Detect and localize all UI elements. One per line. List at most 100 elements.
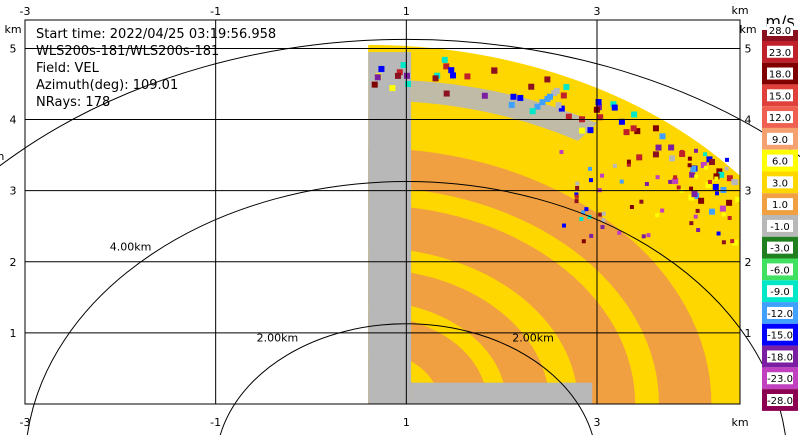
noise-gate [652,151,659,158]
noise-gate [405,81,412,88]
noise-gate [639,199,644,204]
noise-gate [481,92,488,99]
noise-gate [400,62,407,69]
noise-gate [588,166,593,171]
y-tick-label-left: 5 [10,42,17,55]
noise-gate [659,133,666,140]
y-tick-label-right: 1 [745,327,752,340]
noise-gate [694,174,699,179]
noise-gate [528,83,535,90]
noise-gate [724,166,729,171]
noise-gate [679,149,684,154]
colorbar-label: -1.0 [770,222,790,233]
noise-gate [534,103,541,110]
colorbar-label: 12.0 [769,113,791,124]
noise-gate [558,105,565,112]
noise-gate [600,225,605,230]
noise-gate [689,186,694,191]
x-unit-bottom: km [731,416,748,429]
colorbar-label-bg [767,67,793,80]
noise-gate [715,191,720,196]
noise-gate [575,181,580,186]
colorbar-label: 6.0 [772,157,788,168]
colorbar-label-bg [767,285,793,298]
noise-gate [689,171,696,178]
noise-gate [721,240,726,245]
colorbar-label-bg [767,241,793,254]
noise-gate [510,93,517,100]
x-tick-label-bottom: -3 [20,416,31,429]
colorbar-label-bg [767,350,793,363]
noise-gate [718,171,725,178]
range-ring [26,181,786,436]
near-zero-patch [411,80,597,141]
range-ring-label: 4.00km [110,241,152,254]
info-azimuth: Azimuth(deg): 109.01 [36,78,178,93]
x-tick-label-top: 3 [594,5,601,18]
colorbar-label-bg [767,198,793,211]
colorbar-label-bg [767,45,793,58]
noise-gate [698,197,705,204]
y-tick-label-right: 3 [745,185,752,198]
colorbar-label: -28.0 [767,396,793,407]
range-ring-label: 2.00km [257,331,299,344]
noise-gate [708,158,715,165]
x-tick-label-top: -1 [210,5,221,18]
noise-gate [574,194,579,199]
colorbar-label: 1.0 [772,200,788,211]
noise-gate [719,205,726,212]
noise-gate [595,99,602,106]
noise-gate [601,211,606,216]
noise-gate [575,185,580,190]
noise-gate [644,181,649,186]
noise-gate [720,186,727,193]
noise-gate [726,199,733,206]
colorbar-label-bg [767,132,793,145]
near-zero-band [368,52,412,404]
x-tick-label-top: -3 [20,5,31,18]
noise-gate [668,179,673,184]
noise-gate [432,75,439,82]
info-nrays: NRays: 178 [36,95,110,110]
noise-gate [634,128,641,135]
colorbar-label: -12.0 [767,309,793,320]
noise-gate [611,104,618,111]
noise-gate [597,114,604,121]
noise-gate [584,207,589,212]
noise-gate [517,94,524,101]
noise-gate [539,99,546,106]
noise-gate [668,144,675,151]
noise-gate [581,239,586,244]
noise-gate [631,111,638,118]
noise-gate [629,204,634,209]
colorbar-label: 23.0 [769,48,791,59]
info-panel: Start time: 2022/04/25 03:19:56.958 WLS2… [36,27,276,110]
y-unit-right: km [739,23,756,36]
noise-gate [448,67,455,74]
noise-gate [641,234,646,239]
noise-gate [618,118,625,125]
colorbar-label-bg [767,219,793,232]
colorbar-label: 3.0 [772,178,788,189]
noise-gate [371,81,378,88]
colorbar-label: 9.0 [772,135,788,146]
noise-gate [652,125,659,132]
noise-gate [626,162,631,167]
noise-gate [579,127,586,134]
noise-gate [396,69,403,76]
noise-gate [687,163,692,168]
noise-gate [612,163,617,168]
noise-gate [636,154,643,161]
noise-gate [441,56,448,63]
noise-gate [672,178,679,185]
colorbar-label-bg [767,154,793,167]
noise-gate [450,72,457,79]
noise-gate [716,231,721,236]
noise-gate [563,84,570,91]
colorbar-label-bg [767,263,793,276]
noise-gate [601,218,606,223]
noise-gate [724,157,729,162]
noise-gate [735,196,740,203]
noise-gate [660,208,665,213]
colorbar-label: -9.0 [770,287,790,298]
